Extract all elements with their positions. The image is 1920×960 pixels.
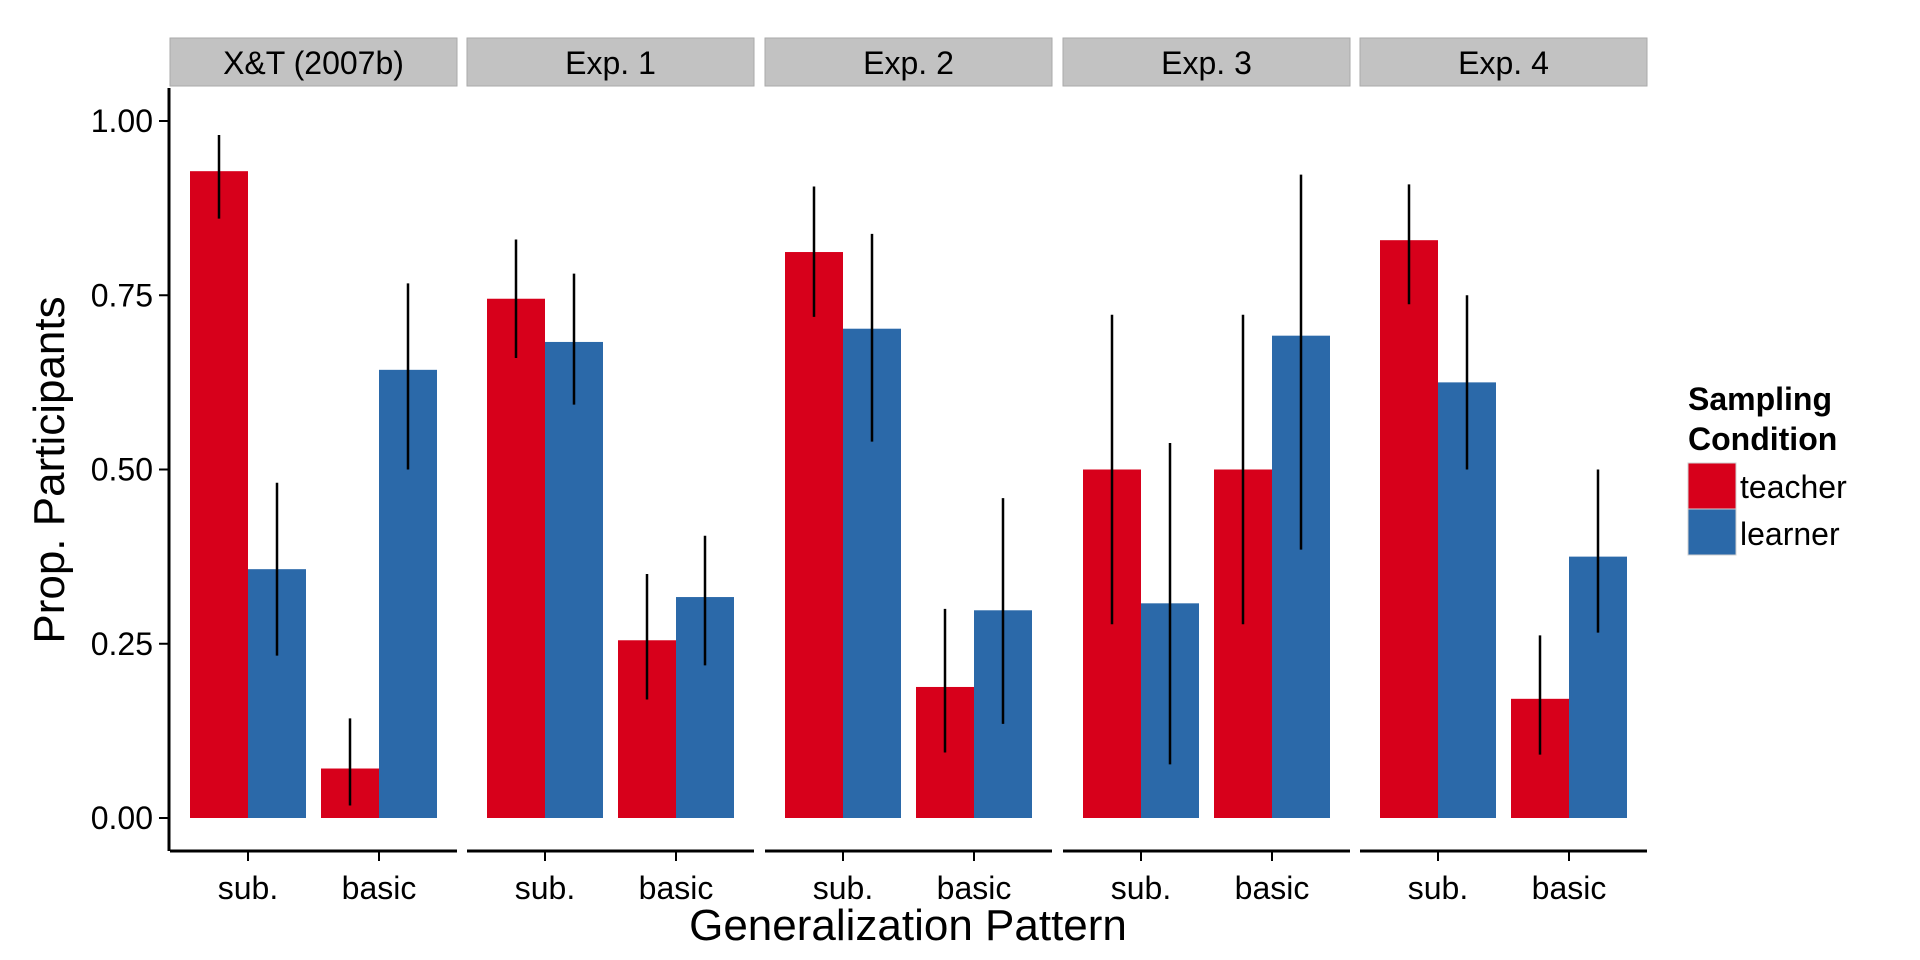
panel-1-x-tick-label-1: basic [342,870,417,906]
panel-4-x-tick-label-0: sub. [1111,870,1171,906]
y-tick-label-2: 0.50 [91,452,153,488]
panel-1-strip [169,37,458,87]
panel-4-strip [1062,37,1351,87]
panel-1-bar-teacher-0 [190,171,248,818]
axes [159,88,1647,861]
panel-2-x-tick-label-1: basic [639,870,714,906]
legend-title-line-1: Sampling [1688,381,1832,417]
bars [190,171,1627,818]
panel-3-bar-teacher-0 [785,252,843,818]
y-tick-label-4: 1.00 [91,103,153,139]
panel-3-x-tick-label-0: sub. [813,870,873,906]
facet-strips: X&T (2007b) Exp. 1 Exp. 2 Exp. 3 Exp. 4 [169,37,1648,87]
x-axis-title: Generalization Pattern [689,901,1127,950]
legend: Sampling Condition teacher learner [1687,381,1847,556]
y-axis-title: Prop. Participants [25,296,74,643]
panel-3-strip [764,37,1053,87]
legend-key-teacher [1687,462,1737,510]
panel-5-strip-label: Exp. 4 [1458,45,1549,81]
panel-2-strip-label: Exp. 1 [565,45,656,81]
panel-2-bar-learner-0 [545,341,603,818]
panel-2-bar-teacher-0 [487,298,545,818]
panel-4-strip-label: Exp. 3 [1161,45,1252,81]
panel-1-x-tick-label-0: sub. [218,870,278,906]
legend-title-line-2: Condition [1688,421,1837,457]
panel-3-x-tick-label-1: basic [937,870,1012,906]
panel-1-strip-label: X&T (2007b) [223,45,404,81]
y-tick-label-1: 0.25 [91,626,153,662]
panel-5-strip [1359,37,1648,87]
y-tick-label-3: 0.75 [91,277,153,313]
panel-4-x-tick-label-1: basic [1235,870,1310,906]
legend-key-learner [1687,508,1737,556]
panel-5-bar-teacher-0 [1380,240,1438,818]
panel-5-x-tick-label-1: basic [1532,870,1607,906]
panel-5-x-tick-label-0: sub. [1408,870,1468,906]
error-bars [217,134,1600,806]
legend-label-teacher: teacher [1740,469,1847,505]
tick-labels: sub. basic sub. basic sub. basic sub. basic sub.… [91,103,1607,906]
legend-label-learner: learner [1740,516,1840,552]
panel-3-strip-label: Exp. 2 [863,45,954,81]
panel-2-strip [466,37,755,87]
panel-2-x-tick-label-0: sub. [515,870,575,906]
y-tick-label-0: 0.00 [91,800,153,836]
